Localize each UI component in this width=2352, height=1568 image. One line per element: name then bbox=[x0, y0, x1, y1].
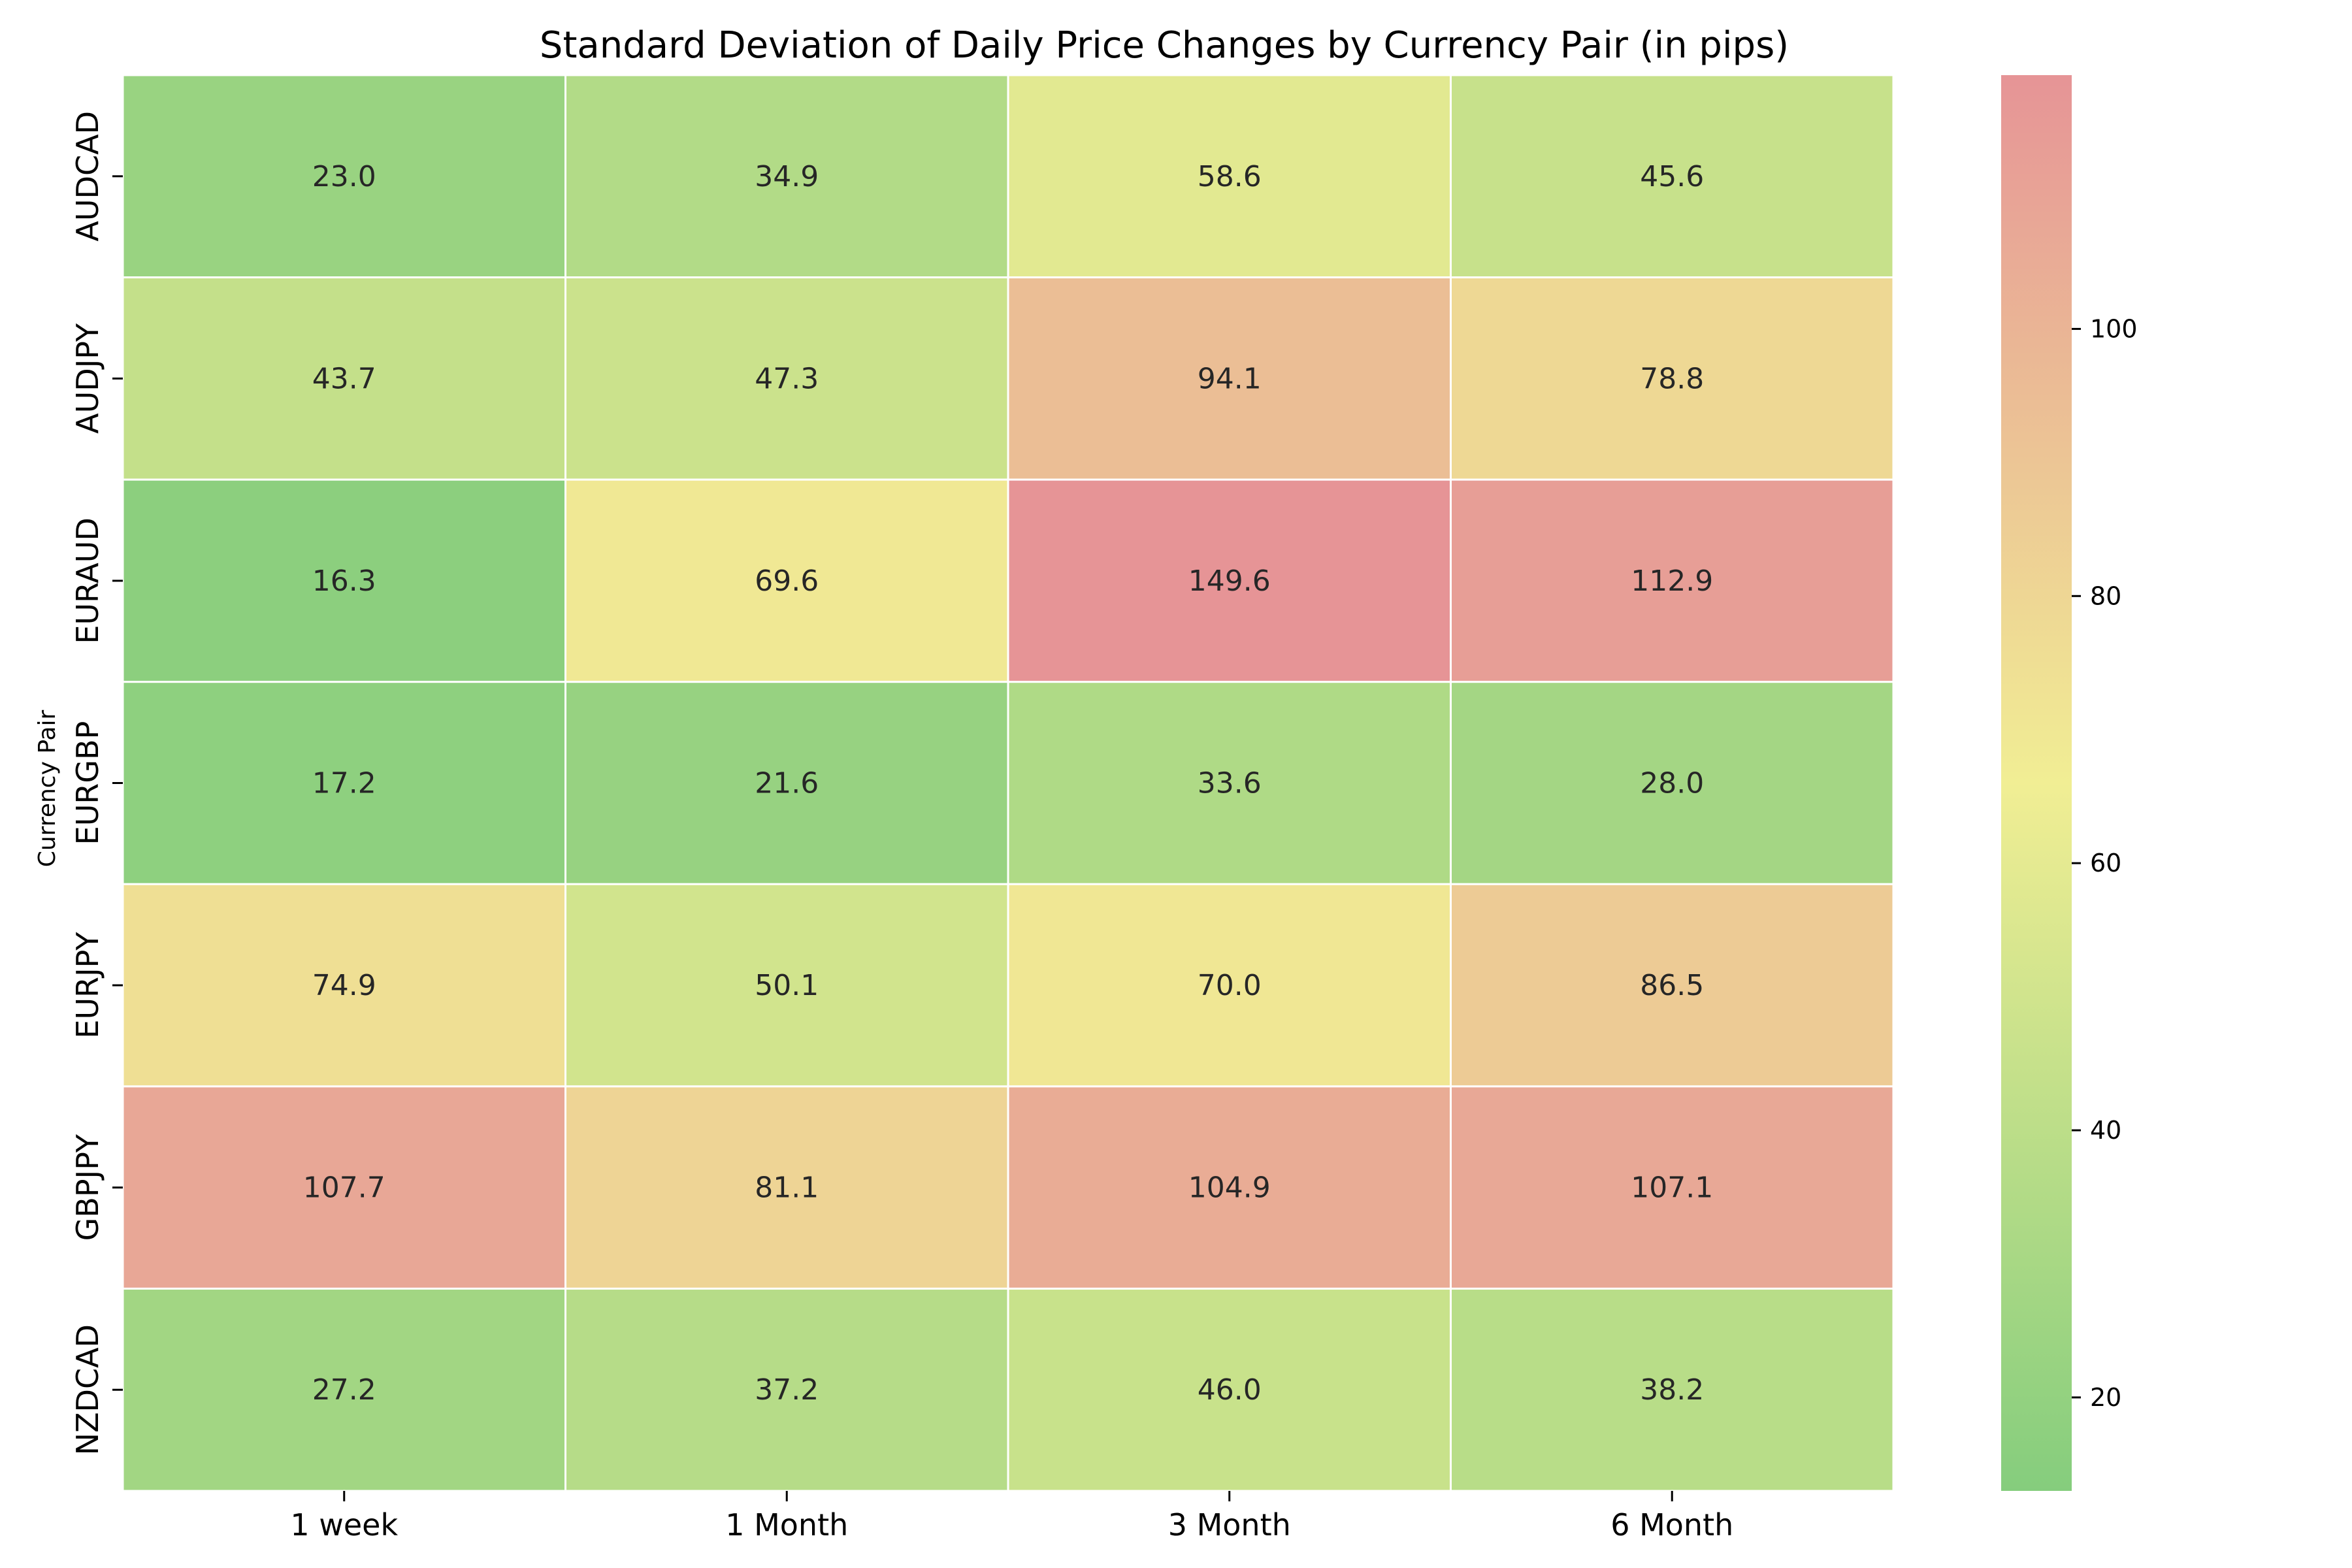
heatmap-cell bbox=[1450, 1287, 1895, 1492]
heatmap-cell bbox=[1007, 883, 1452, 1088]
heatmap-cell bbox=[564, 74, 1009, 279]
heatmap-cell bbox=[1450, 883, 1895, 1088]
heatmap-cell bbox=[1450, 74, 1895, 279]
heatmap-cell bbox=[1450, 1085, 1895, 1290]
row-tick-label: EURGBP bbox=[70, 721, 105, 845]
column-tick-label: 3 Month bbox=[1168, 1507, 1291, 1543]
cell-value-label: 27.2 bbox=[312, 1373, 376, 1407]
cell-value-label: 50.1 bbox=[755, 969, 819, 1002]
row-tick-label: EURAUD bbox=[70, 517, 105, 644]
column-tick-label: 6 Month bbox=[1610, 1507, 1733, 1543]
cell-value-label: 45.6 bbox=[1640, 160, 1704, 193]
heatmap-cell bbox=[122, 883, 566, 1088]
cell-value-label: 58.6 bbox=[1198, 160, 1262, 193]
row-tick-label: GBPJPY bbox=[70, 1134, 105, 1241]
colorbar-tick-label: 100 bbox=[2090, 314, 2138, 343]
column-tick-labels: 1 week 1 Month 3 Month 6 Month bbox=[290, 1491, 1733, 1543]
cell-value-label: 38.2 bbox=[1640, 1373, 1704, 1407]
heatmap-cell bbox=[122, 74, 566, 279]
cell-value-label: 94.1 bbox=[1198, 362, 1262, 395]
row-tick-label: AUDJPY bbox=[70, 323, 105, 434]
colorbar-tick-label: 80 bbox=[2090, 581, 2121, 610]
row-tick-labels: AUDCAD AUDJPY EURAUD EURGBP EURJPY GBPJPY NZDC… bbox=[70, 111, 123, 1455]
heatmap-cell bbox=[1007, 74, 1452, 279]
colorbar-ticks: 20 40 60 80 100 bbox=[2072, 314, 2138, 1412]
heatmap-cell bbox=[564, 1287, 1009, 1492]
cell-value-label: 81.1 bbox=[755, 1171, 819, 1205]
cell-value-label: 86.5 bbox=[1640, 969, 1704, 1002]
heatmap-cell bbox=[1450, 276, 1895, 481]
colorbar-tick-label: 60 bbox=[2090, 849, 2121, 877]
cell-value-label: 17.2 bbox=[312, 767, 376, 800]
cell-value-label: 21.6 bbox=[755, 767, 819, 800]
cell-value-label: 28.0 bbox=[1640, 767, 1704, 800]
cell-value-label: 104.9 bbox=[1188, 1171, 1271, 1205]
heatmap-cell bbox=[564, 883, 1009, 1088]
heatmap-cell bbox=[1007, 276, 1452, 481]
heatmap-cell bbox=[122, 681, 566, 885]
cell-value-label: 33.6 bbox=[1198, 767, 1262, 800]
colorbar-tick-label: 40 bbox=[2090, 1116, 2121, 1145]
cell-value-label: 149.6 bbox=[1188, 564, 1271, 598]
cell-value-label: 112.9 bbox=[1631, 564, 1713, 598]
chart-title: Standard Deviation of Daily Price Change… bbox=[540, 24, 1789, 67]
cell-value-label: 37.2 bbox=[755, 1373, 819, 1407]
cell-value-label: 78.8 bbox=[1640, 362, 1704, 395]
cell-value-label: 43.7 bbox=[312, 362, 376, 395]
cell-value-label: 34.9 bbox=[755, 160, 819, 193]
colorbar-gradient bbox=[2001, 75, 2072, 1491]
cell-value-label: 107.1 bbox=[1631, 1171, 1713, 1205]
row-tick-label: EURJPY bbox=[70, 932, 105, 1039]
heatmap-cell bbox=[122, 1085, 566, 1290]
column-tick-label: 1 week bbox=[290, 1507, 398, 1543]
row-tick-label: AUDCAD bbox=[70, 111, 105, 242]
heatmap-cell bbox=[1007, 681, 1452, 885]
column-tick-label: 1 Month bbox=[725, 1507, 848, 1543]
cell-value-label: 107.7 bbox=[303, 1171, 385, 1205]
cell-value-label: 74.9 bbox=[312, 969, 376, 1002]
heatmap-cells: 23.0 34.9 58.6 45.6 43.7 47.3 94.1 78.8 16.3 69.6… bbox=[122, 74, 1895, 1492]
y-axis-label: Currency Pair bbox=[34, 710, 61, 868]
cell-value-label: 23.0 bbox=[312, 160, 376, 193]
heatmap-cell bbox=[1450, 478, 1895, 683]
heatmap-cell bbox=[1007, 1085, 1452, 1290]
heatmap-cell bbox=[564, 478, 1009, 683]
heatmap-cell bbox=[564, 1085, 1009, 1290]
colorbar-tick-label: 20 bbox=[2090, 1383, 2121, 1412]
cell-value-label: 69.6 bbox=[755, 564, 819, 598]
cell-value-label: 46.0 bbox=[1198, 1373, 1262, 1407]
cell-value-label: 47.3 bbox=[755, 362, 819, 395]
cell-value-label: 70.0 bbox=[1198, 969, 1262, 1002]
row-tick-label: NZDCAD bbox=[70, 1324, 105, 1455]
cell-value-label: 16.3 bbox=[312, 564, 376, 598]
colorbar: 20 40 60 80 100 bbox=[2001, 75, 2138, 1491]
heatmap-cell bbox=[1450, 681, 1895, 885]
heatmap-cell bbox=[122, 1287, 566, 1492]
heatmap-cell bbox=[564, 681, 1009, 885]
